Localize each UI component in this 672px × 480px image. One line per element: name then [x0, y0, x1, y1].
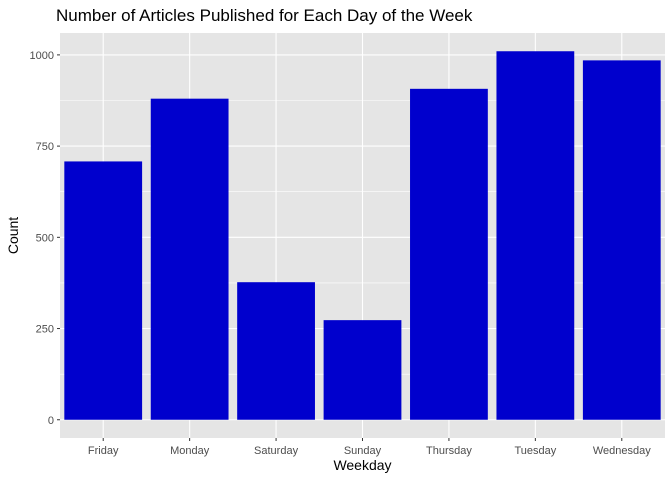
bar-thursday	[410, 88, 488, 420]
bar-wednesday	[582, 60, 661, 420]
x-axis: Friday Monday Saturday Sunday Thursday Tuesda…	[88, 438, 651, 457]
x-tick-label: Thursday	[426, 445, 472, 457]
x-axis-title: Weekday	[333, 457, 391, 473]
y-tick-label: 0	[48, 415, 54, 427]
bar-friday	[64, 161, 143, 420]
x-tick-label: Friday	[88, 445, 119, 457]
x-tick-label: Saturday	[254, 445, 299, 457]
bars	[64, 51, 661, 420]
bar-monday	[150, 98, 229, 420]
x-tick-label: Tuesday	[514, 445, 556, 457]
y-tick-label: 750	[36, 141, 54, 153]
x-tick-label: Sunday	[344, 445, 382, 457]
bar-sunday	[323, 320, 402, 420]
y-tick-label: 250	[36, 324, 54, 336]
y-axis-title: Count	[5, 217, 21, 254]
bar-tuesday	[496, 51, 575, 420]
y-axis: 0 250 500 750 1000	[30, 50, 60, 427]
chart-title: Number of Articles Published for Each Da…	[56, 6, 473, 25]
x-tick-label: Monday	[170, 445, 210, 457]
bar-saturday	[237, 282, 315, 420]
y-tick-label: 1000	[30, 50, 54, 62]
y-tick-label: 500	[36, 232, 54, 244]
x-tick-label: Wednesday	[593, 445, 651, 457]
